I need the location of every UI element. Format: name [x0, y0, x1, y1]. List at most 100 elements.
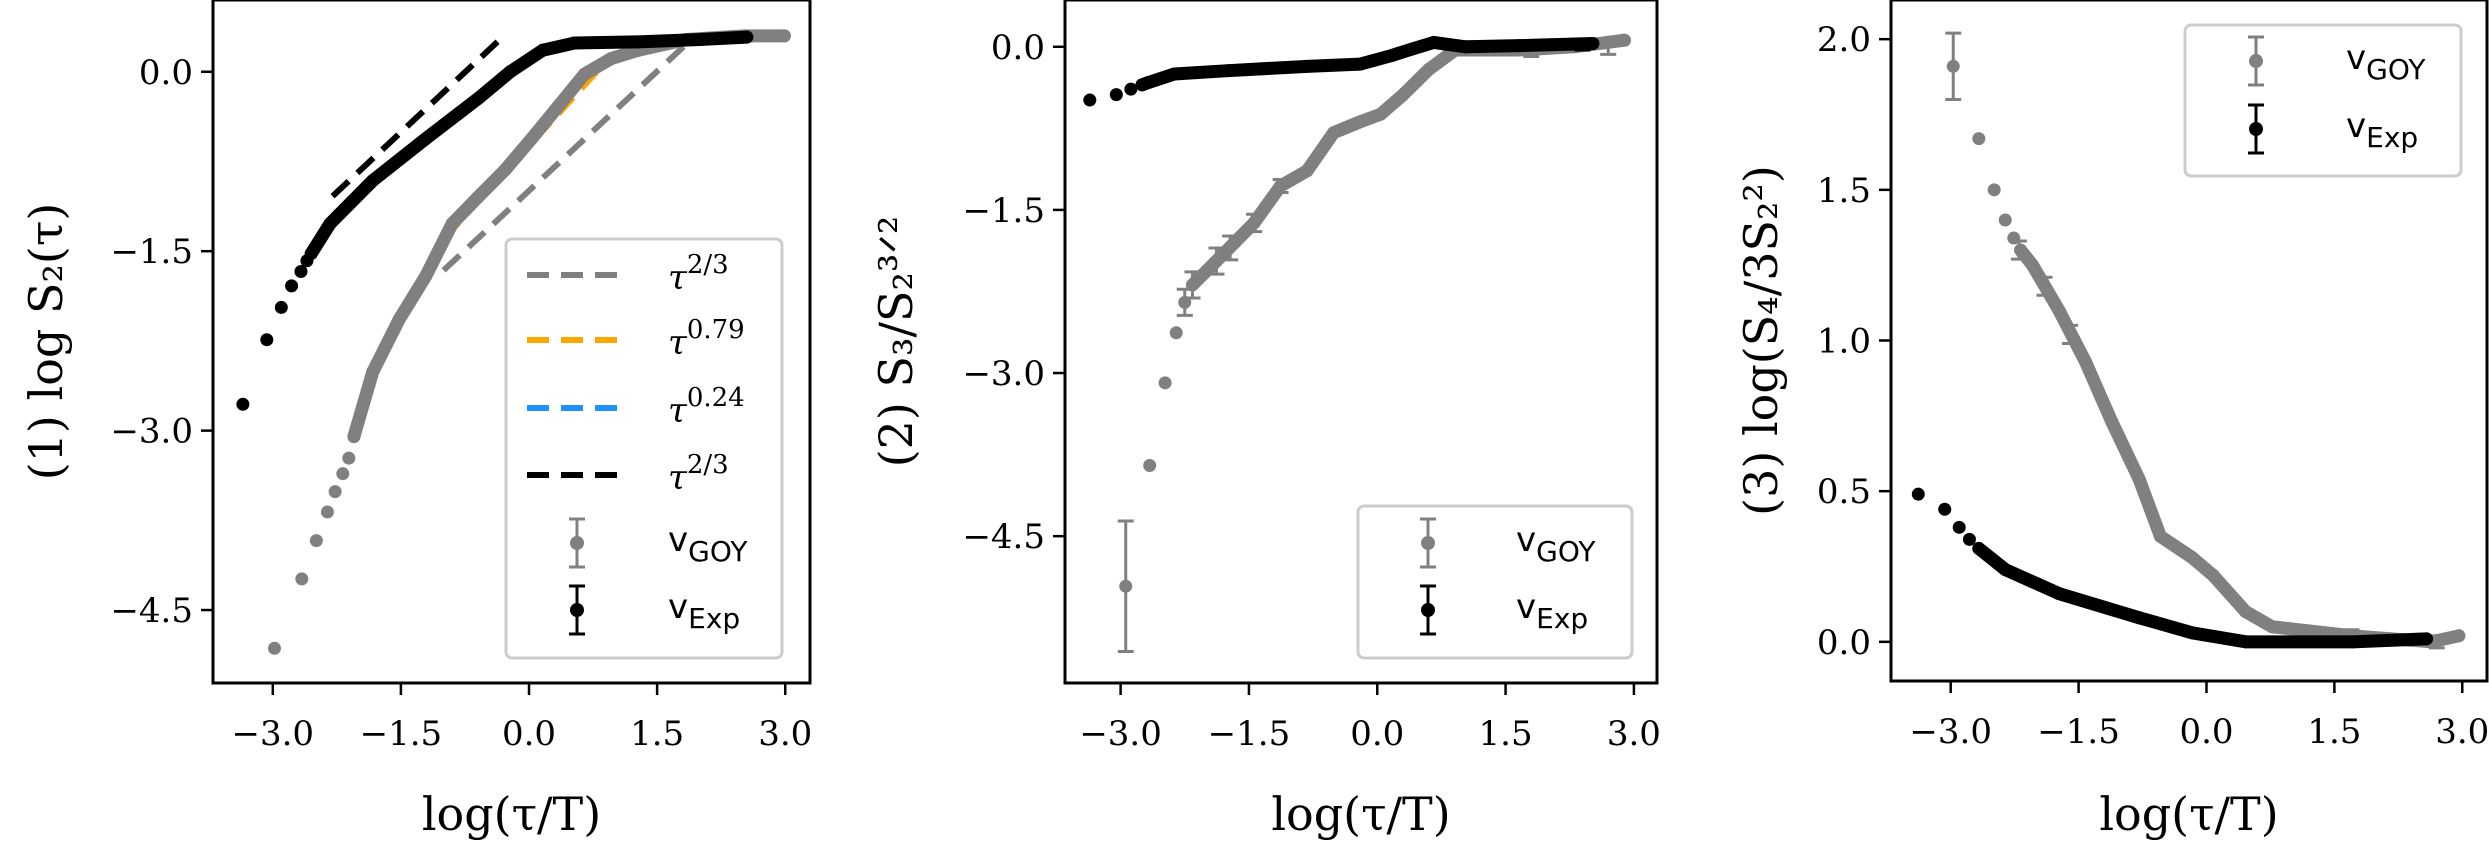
data-point — [1405, 42, 1419, 56]
data-point — [2078, 355, 2092, 369]
legend-exponent: 2/3 — [687, 450, 729, 480]
legend-exponent: 2/3 — [687, 250, 729, 280]
y-tick-label: 0.5 — [1817, 472, 1871, 512]
legend-entry-goy: vGOY — [1516, 520, 1596, 568]
legend-entry-exp: vExp — [1516, 587, 1588, 635]
data-point — [300, 254, 314, 268]
legend-frame — [504, 237, 784, 660]
y-tick-label: 1.5 — [1817, 171, 1871, 211]
legend-main: v — [1516, 587, 1536, 627]
data-point — [1952, 520, 1966, 534]
data-point — [285, 279, 299, 293]
x-tick-label: 0.0 — [2179, 712, 2233, 752]
data-point — [1962, 532, 1976, 546]
legend-entry-fit: τ0.79 — [668, 315, 745, 363]
x-tick-label: 0.0 — [502, 714, 556, 754]
legend-marker — [570, 536, 584, 550]
x-axis-label: log(τ/T) — [1271, 787, 1450, 841]
data-point — [2206, 569, 2220, 583]
legend-sub: GOY — [2366, 53, 2426, 86]
y-axis-label: (1) log S₂(τ) — [19, 203, 73, 481]
data-point — [328, 485, 342, 499]
data-point — [1998, 563, 2012, 577]
data-point — [419, 269, 433, 283]
data-point — [2132, 472, 2146, 486]
data-point — [1427, 35, 1441, 49]
fit-line-0 — [441, 37, 694, 273]
series-exp — [236, 30, 754, 411]
legend-sub: GOY — [1536, 535, 1596, 568]
legend-exponent: 0.24 — [687, 383, 745, 413]
data-point — [1300, 59, 1314, 73]
data-point — [366, 365, 380, 379]
data-point — [2345, 635, 2359, 649]
data-point — [1395, 89, 1409, 103]
data-point — [260, 333, 274, 347]
legend-marker — [2249, 122, 2263, 136]
data-point — [2105, 415, 2119, 429]
data-point — [2239, 635, 2253, 649]
data-point — [419, 132, 433, 146]
data-point — [1385, 48, 1399, 62]
series-exp — [1911, 487, 2433, 649]
y-tick-label: 0.0 — [991, 28, 1045, 68]
y-tick-label: −3.0 — [962, 354, 1045, 394]
panel-2: −3.0 −1.5 0.0 1.5 3.0 0.0 −1.5 −3.0 −4.5 log(τ/T)… — [869, 0, 1661, 841]
x-tick-label: 3.0 — [1607, 714, 1661, 754]
data-point — [551, 99, 565, 113]
data-curve — [1185, 33, 1631, 292]
data-point — [1422, 63, 1436, 77]
plot-area — [1911, 31, 2466, 650]
data-point — [1141, 76, 1155, 90]
legend-sub: GOY — [688, 535, 748, 568]
y-tick-label: −3.0 — [110, 412, 193, 452]
data-point — [320, 505, 334, 519]
data-point — [236, 397, 250, 411]
data-point — [1158, 376, 1172, 390]
series-goy — [1945, 31, 2466, 650]
data-point — [1987, 183, 2001, 197]
data-point — [503, 65, 517, 79]
axes-frame — [1063, 0, 1659, 685]
data-point — [471, 190, 485, 204]
data-point — [2026, 258, 2040, 272]
y-axis-label: (2) S₃/S₂³ᐟ² — [869, 216, 923, 468]
legend: vGOY vExp — [2183, 23, 2463, 178]
legend-main: v — [668, 587, 688, 627]
legend-marker — [570, 603, 584, 617]
legend-entry-fit: τ2/3 — [668, 450, 729, 498]
data-point — [693, 32, 707, 46]
data-point — [2452, 629, 2466, 643]
legend-base: τ — [668, 391, 688, 431]
data-point — [567, 36, 581, 50]
data-point — [1169, 326, 1183, 340]
data-point — [342, 451, 356, 465]
data-point — [267, 641, 281, 655]
data-point — [1143, 458, 1157, 472]
axes-frame — [211, 0, 812, 685]
data-point — [1221, 64, 1235, 78]
data-point — [777, 29, 791, 43]
legend-entry-fit: τ2/3 — [668, 250, 729, 298]
legend-entry-goy: vGOY — [2346, 38, 2426, 86]
data-point — [1938, 502, 1952, 516]
y-tick-label: −4.5 — [962, 517, 1045, 557]
data-curve — [2014, 243, 2466, 649]
x-tick-label: 0.0 — [1350, 714, 1404, 754]
series-exp — [1083, 35, 1600, 107]
data-point — [525, 132, 539, 146]
x-tick-label: −1.5 — [360, 714, 443, 754]
x-tick-label: −3.0 — [232, 714, 315, 754]
data-point — [472, 91, 486, 105]
x-axis-label: log(τ/T) — [2099, 787, 2278, 841]
y-tick-label: 0.0 — [1817, 623, 1871, 663]
data-point — [604, 52, 618, 66]
legend-main: v — [1516, 520, 1536, 560]
data-point — [1109, 88, 1123, 102]
y-tick-label: −1.5 — [110, 232, 193, 272]
legend-entry-exp: vExp — [2346, 106, 2418, 154]
x-tick-label: 1.5 — [630, 714, 684, 754]
data-point — [294, 265, 308, 279]
data-point — [336, 467, 350, 481]
